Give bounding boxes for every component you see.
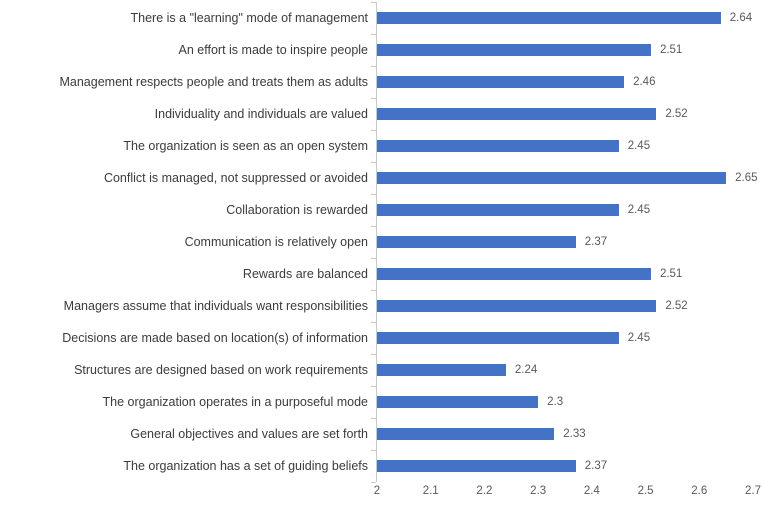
bar xyxy=(377,44,651,56)
value-label: 2.37 xyxy=(584,460,608,472)
bar xyxy=(377,236,576,248)
bar xyxy=(377,332,619,344)
category-labels: There is a "learning" mode of management… xyxy=(0,2,368,482)
axis-tick-mark xyxy=(371,130,376,131)
category-label: Collaboration is rewarded xyxy=(226,203,368,217)
plot-area: 2.64 2.51 2.46 2.52 2.45 2.65 2.45 2.37 2.51 2.52… xyxy=(371,2,758,483)
value-label: 2.65 xyxy=(735,172,758,184)
category-label: Decisions are made based on location(s) … xyxy=(62,331,368,345)
category-label: Managers assume that individuals want re… xyxy=(63,299,368,313)
category-label: Individuality and individuals are valued xyxy=(154,107,368,121)
category-label: Rewards are balanced xyxy=(242,267,368,281)
value-label: 2.3 xyxy=(547,396,564,408)
y-axis-line xyxy=(371,2,377,483)
bar-row: 2.65 xyxy=(377,162,758,194)
category-label: The organization has a set of guiding be… xyxy=(123,459,368,473)
category-label: Conflict is managed, not suppressed or a… xyxy=(103,171,368,185)
axis-tick-mark xyxy=(371,290,376,291)
axis-tick-mark xyxy=(371,450,376,451)
bar xyxy=(377,204,619,216)
value-label: 2.52 xyxy=(665,108,688,120)
bar-row: 2.24 xyxy=(377,354,753,386)
x-tick-label: 2.7 xyxy=(745,485,761,497)
category-label: There is a "learning" mode of management xyxy=(130,11,368,25)
value-label: 2.51 xyxy=(659,44,683,56)
bar xyxy=(377,108,657,120)
bar xyxy=(377,12,721,24)
x-tick-label: 2.4 xyxy=(583,485,600,497)
bar xyxy=(377,76,625,88)
bar-row: 2.37 xyxy=(377,450,753,482)
category-label: The organization is seen as an open syst… xyxy=(123,139,368,153)
bar xyxy=(377,460,576,472)
category-label: Management respects people and treats th… xyxy=(59,75,368,89)
value-label: 2.37 xyxy=(584,236,608,248)
axis-tick-mark xyxy=(371,34,376,35)
axis-tick-mark xyxy=(371,386,376,387)
bar-row: 2.3 xyxy=(377,386,753,418)
x-tick-label: 2.2 xyxy=(476,485,493,497)
axis-tick-mark xyxy=(371,418,376,419)
axis-tick-mark xyxy=(371,194,376,195)
value-label: 2.52 xyxy=(665,300,688,312)
bar xyxy=(377,364,506,376)
bar-row: 2.51 xyxy=(377,34,753,66)
value-label: 2.45 xyxy=(627,204,651,216)
category-label: Communication is relatively open xyxy=(184,235,368,249)
axis-tick-mark xyxy=(371,66,376,67)
axis-tick-mark xyxy=(371,226,376,227)
bar-row: 2.45 xyxy=(377,130,753,162)
x-tick-label: 2.1 xyxy=(422,485,439,497)
bar xyxy=(377,172,727,184)
bar-row: 2.64 xyxy=(377,2,753,34)
value-label: 2.33 xyxy=(563,428,586,440)
axis-tick-mark xyxy=(371,482,376,483)
x-axis: 2 2.1 2.2 2.3 2.4 2.5 2.6 2.7 xyxy=(373,483,761,501)
bar-row: 2.52 xyxy=(377,290,753,322)
bar-row: 2.45 xyxy=(377,322,753,354)
value-label: 2.45 xyxy=(627,140,651,152)
axis-tick-mark xyxy=(371,321,376,323)
category-label: The organization operates in a purposefu… xyxy=(102,395,368,409)
bar-row: 2.52 xyxy=(377,98,753,130)
value-label: 2.51 xyxy=(659,268,683,280)
x-tick-label: 2.5 xyxy=(637,485,654,497)
bar xyxy=(377,396,539,408)
category-label: Structures are designed based on work re… xyxy=(74,363,368,377)
bar xyxy=(377,268,651,280)
value-label: 2.64 xyxy=(729,12,753,24)
bar xyxy=(377,140,619,152)
bar xyxy=(377,300,657,312)
value-label: 2.24 xyxy=(514,364,538,376)
x-tick-label: 2.3 xyxy=(530,485,547,497)
axis-tick-mark xyxy=(371,258,376,259)
axis-tick-mark xyxy=(371,354,376,355)
bar-row: 2.51 xyxy=(377,258,753,290)
bar-row: 2.37 xyxy=(377,226,753,258)
category-label: An effort is made to inspire people xyxy=(178,43,368,57)
axis-tick-mark xyxy=(371,2,376,3)
bar-row: 2.46 xyxy=(377,66,753,98)
axis-tick-mark xyxy=(371,98,376,99)
category-label: General objectives and values are set fo… xyxy=(130,427,368,441)
value-label: 2.45 xyxy=(627,332,651,344)
bar-row: 2.45 xyxy=(377,194,753,226)
axis-tick-mark xyxy=(371,161,376,163)
bar xyxy=(377,428,555,440)
value-label: 2.46 xyxy=(633,76,656,88)
x-tick-label: 2.6 xyxy=(691,485,708,497)
x-tick-label: 2 xyxy=(373,485,381,497)
bar-row: 2.33 xyxy=(377,418,753,450)
